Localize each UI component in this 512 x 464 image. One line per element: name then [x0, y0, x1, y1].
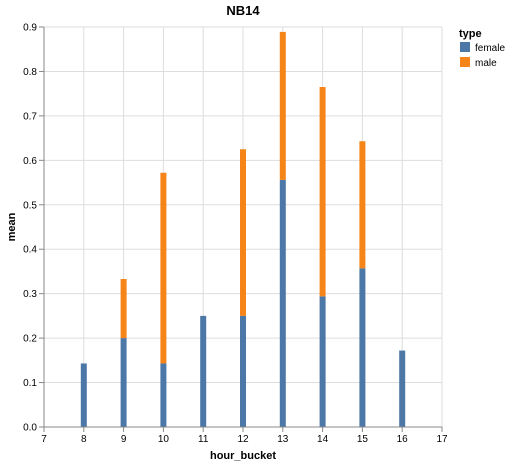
legend-label-male: male: [475, 58, 497, 69]
x-tick-label: 12: [237, 434, 249, 445]
x-tick-label: 8: [81, 434, 87, 445]
bar-female-12: [240, 315, 246, 427]
y-tick-label: 0.7: [23, 111, 37, 122]
x-axis-title: hour_bucket: [210, 450, 276, 462]
y-tick-label: 0.9: [23, 23, 37, 34]
bar-female-9: [120, 338, 127, 427]
y-tick-label: 0.3: [23, 289, 37, 300]
x-tick-label: 7: [41, 434, 47, 445]
x-tick-label: 17: [436, 434, 448, 445]
y-axis: 0.0 0.1 0.2 0.3 0.4 0.5 0.6 0.7 0.8 0.9: [23, 23, 45, 434]
x-tick-label: 13: [277, 434, 289, 445]
legend-label-female: female: [475, 43, 505, 54]
x-tick-label: 11: [198, 434, 209, 445]
bar-male-12: [240, 149, 246, 316]
bar-female-8: [80, 363, 87, 427]
bars: [80, 31, 406, 427]
y-tick-label: 0.8: [23, 67, 37, 78]
legend-swatch-female: [460, 42, 470, 52]
bar-male-15: [359, 141, 366, 269]
bar-male-14: [319, 87, 326, 297]
bar-female-13: [279, 179, 286, 427]
bar-male-9: [120, 279, 127, 339]
bar-female-10: [160, 363, 167, 427]
y-tick-label: 0.5: [23, 200, 37, 211]
x-axis: 7 8 9 10 11 12 13 14 15 16 17: [41, 426, 448, 445]
legend-swatch-male: [460, 57, 470, 67]
bar-female-11: [200, 315, 207, 427]
legend-title: type: [459, 28, 482, 40]
y-axis-title: mean: [6, 212, 18, 241]
y-tick-label: 0.4: [23, 245, 37, 256]
y-tick-label: 0.1: [23, 378, 37, 389]
chart-title: NB14: [226, 3, 260, 18]
bar-male-13: [279, 31, 286, 180]
bar-male-10: [160, 172, 167, 364]
y-tick-label: 0.2: [23, 334, 37, 345]
x-tick-label: 9: [121, 434, 127, 445]
y-tick-label: 0.6: [23, 156, 37, 167]
bar-female-16: [399, 350, 406, 427]
x-tick-label: 14: [317, 434, 329, 445]
x-tick-label: 15: [357, 434, 369, 445]
x-tick-label: 16: [397, 434, 409, 445]
bar-female-15: [359, 268, 366, 427]
x-tick-label: 10: [158, 434, 170, 445]
legend: type female male: [459, 28, 505, 69]
y-tick-label: 0.0: [23, 423, 37, 434]
bar-female-14: [319, 296, 326, 427]
